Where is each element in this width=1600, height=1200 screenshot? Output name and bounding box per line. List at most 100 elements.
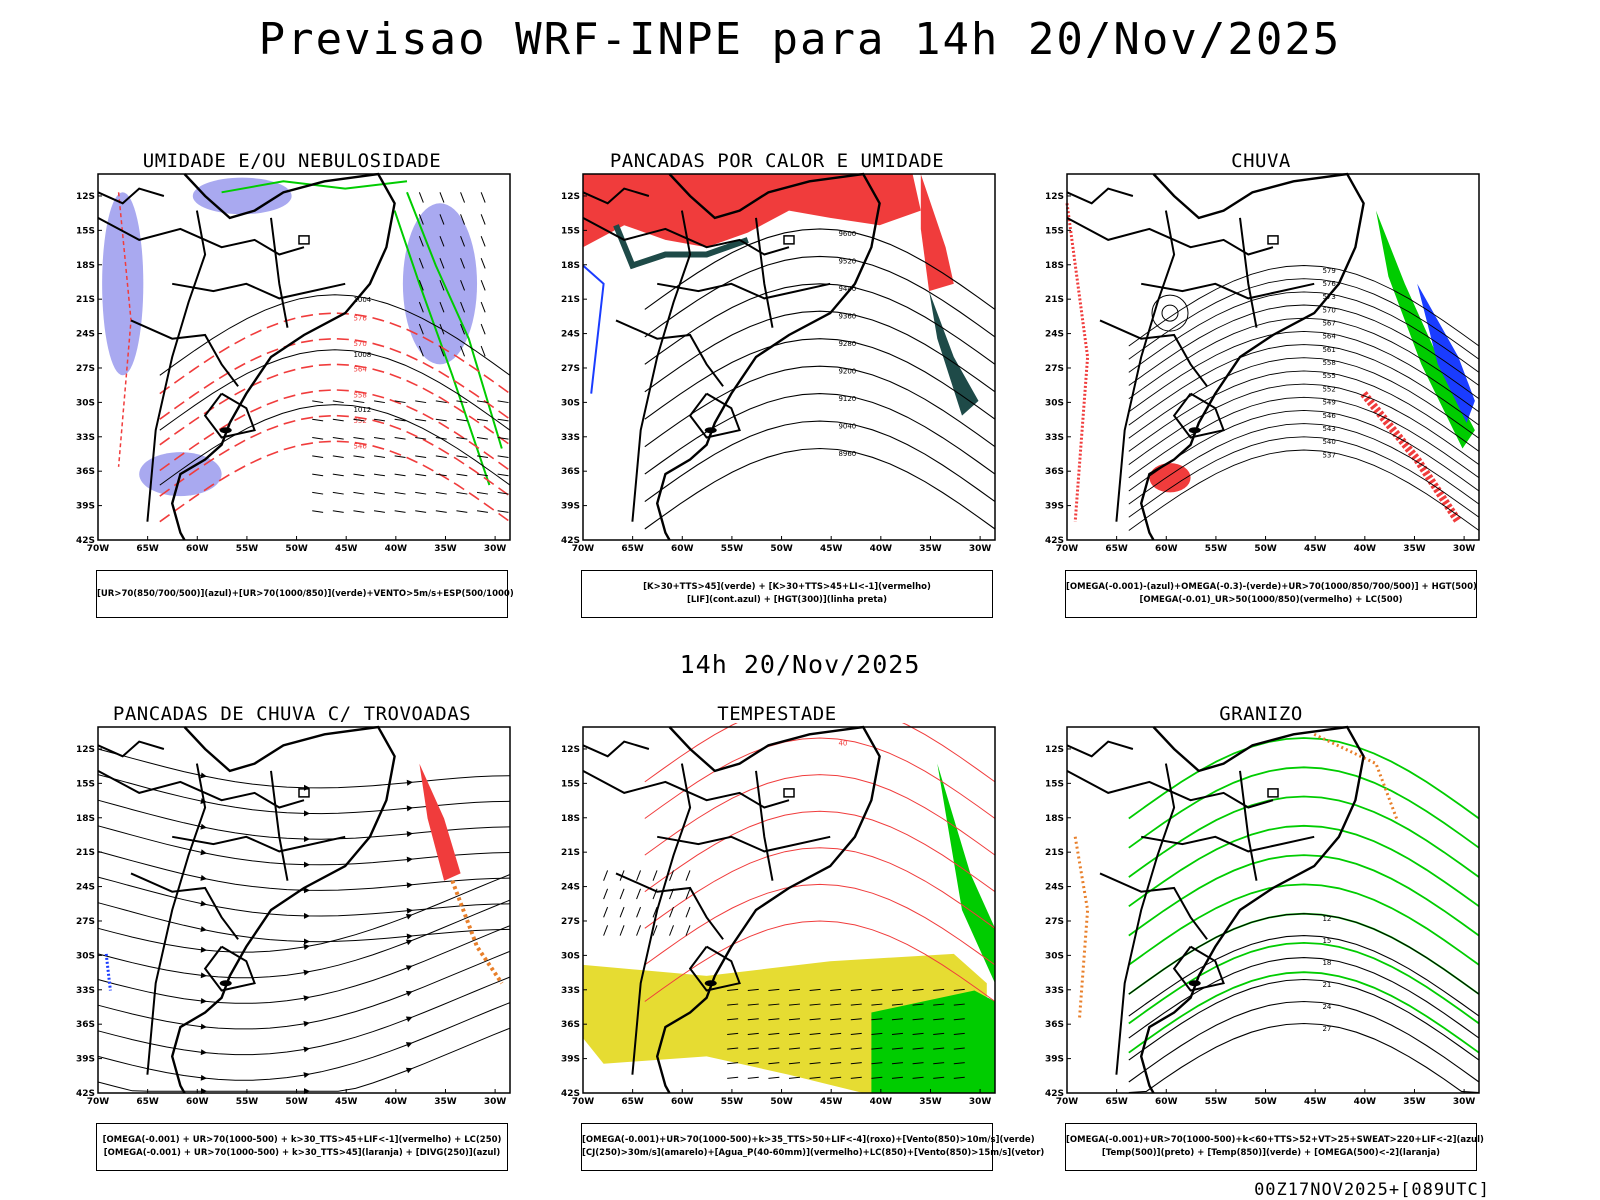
lat-tick-label: 30S bbox=[1045, 398, 1064, 408]
country-border bbox=[688, 945, 741, 992]
thickness-contours: 576 570 564 558 552 546 bbox=[159, 312, 511, 523]
wind-vector bbox=[332, 491, 344, 495]
country-border bbox=[1099, 872, 1208, 940]
country-border bbox=[1172, 945, 1225, 992]
wind-vector bbox=[476, 418, 488, 422]
contour-label: 1008 bbox=[353, 351, 371, 359]
wind-vector bbox=[373, 400, 385, 404]
panel-title: PANCADAS POR CALOR E UMIDADE bbox=[609, 150, 945, 172]
wind-vector bbox=[394, 510, 406, 513]
wind-vector bbox=[418, 345, 424, 357]
streamline bbox=[97, 774, 511, 815]
lon-tick-label: 65W bbox=[621, 544, 644, 554]
wind-vector bbox=[603, 870, 609, 881]
wind-vector bbox=[933, 1062, 945, 1065]
panel-pancadas-calor: PANCADAS POR CALOR E UMIDADE 9600 9520 944… bbox=[537, 150, 1017, 620]
lagoon bbox=[704, 980, 717, 987]
country-border bbox=[97, 187, 165, 205]
streamline-arrow bbox=[405, 939, 413, 946]
wind-vector bbox=[850, 1076, 862, 1079]
contour-label: 9440 bbox=[838, 285, 856, 293]
lat-tick-label: 12S bbox=[1045, 745, 1064, 755]
streamline bbox=[97, 976, 511, 1056]
convection-area bbox=[920, 174, 954, 292]
contour-label: 543 bbox=[1322, 425, 1335, 433]
wind-vector bbox=[727, 1003, 739, 1006]
wind-vector bbox=[669, 925, 674, 936]
legend-line-1: [K>30+TTS>45](verde) + [K>30+TTS>45+LI<-… bbox=[643, 582, 931, 592]
wind-vector bbox=[871, 1032, 883, 1035]
country-border bbox=[755, 217, 774, 328]
wind-vector bbox=[415, 455, 427, 458]
country-border bbox=[1066, 187, 1134, 205]
streamline-arrow bbox=[200, 1049, 207, 1056]
streamline-arrow bbox=[303, 836, 310, 843]
wind-vector bbox=[830, 1062, 842, 1065]
wind-vector bbox=[768, 1018, 780, 1021]
wind-vector bbox=[788, 1032, 800, 1035]
wind850-area bbox=[937, 763, 995, 984]
wind-vector bbox=[353, 455, 365, 458]
lat-tick-label: 12S bbox=[561, 745, 580, 755]
lat-tick-label: 27S bbox=[561, 364, 580, 374]
wind-vector bbox=[497, 510, 509, 513]
wind-vector bbox=[727, 1062, 739, 1065]
lon-tick-label: 70W bbox=[572, 544, 595, 554]
lon-tick-label: 30W bbox=[1453, 544, 1476, 554]
country-border bbox=[97, 217, 305, 256]
wind-vector bbox=[439, 345, 445, 357]
wind-vector bbox=[809, 1003, 821, 1006]
wind-vector bbox=[603, 906, 609, 918]
contour-line bbox=[1128, 396, 1480, 479]
wind-vector bbox=[480, 257, 486, 269]
streamline-arrow bbox=[303, 1046, 310, 1053]
streamline-arrow bbox=[303, 887, 310, 894]
wind-vector bbox=[809, 1032, 821, 1035]
wind-vector bbox=[418, 301, 424, 313]
contour-line bbox=[1128, 795, 1480, 878]
panel-title: PANCADAS DE CHUVA C/ TROVOADAS bbox=[112, 703, 472, 725]
contour-line bbox=[1128, 766, 1480, 849]
contour-line bbox=[644, 847, 996, 929]
streamline-arrow bbox=[406, 779, 413, 786]
country-border bbox=[146, 763, 207, 1075]
lon-tick-label: 50W bbox=[770, 544, 793, 554]
lat-tick-label: 27S bbox=[1045, 917, 1064, 927]
lon-tick-label: 35W bbox=[1403, 1097, 1426, 1107]
lon-tick-label: 55W bbox=[236, 1097, 259, 1107]
lon-tick-label: 70W bbox=[87, 544, 110, 554]
map-chuva: 5795765735705675645615585555525495465435… bbox=[1045, 172, 1480, 554]
lon-tick-label: 55W bbox=[236, 544, 259, 554]
country-border bbox=[582, 217, 790, 256]
wind-vector bbox=[619, 906, 625, 918]
coastline bbox=[170, 725, 396, 1094]
wind-vector bbox=[353, 473, 365, 477]
streamline-arrow bbox=[303, 810, 310, 817]
wind-vector bbox=[373, 418, 385, 422]
country-border bbox=[615, 872, 724, 940]
lat-tick-label: 30S bbox=[1045, 951, 1064, 961]
country-border bbox=[1141, 835, 1315, 853]
contour-label: 9600 bbox=[838, 230, 856, 238]
rain-area bbox=[1149, 463, 1191, 493]
lat-tick-label: 33S bbox=[1045, 986, 1064, 996]
wind-vector bbox=[312, 491, 324, 495]
lon-tick-label: 45W bbox=[1304, 544, 1327, 554]
wind-vector bbox=[415, 473, 427, 477]
wind-vector bbox=[830, 1018, 842, 1021]
wind-vector bbox=[830, 1076, 842, 1079]
wind-vector bbox=[353, 491, 365, 495]
map-base bbox=[1066, 725, 1365, 1094]
streamline-arrow bbox=[405, 990, 413, 997]
wind-vector bbox=[418, 214, 424, 225]
streamline-arrow bbox=[405, 965, 413, 971]
wind-vector bbox=[788, 1076, 800, 1079]
lat-tick-label: 33S bbox=[561, 433, 580, 443]
wind-vector bbox=[497, 491, 509, 495]
country-border bbox=[615, 319, 724, 387]
temp500-contours: 12 15 18 21 24 27 bbox=[1128, 913, 1480, 1094]
wind-vector bbox=[439, 323, 445, 335]
country-border bbox=[130, 872, 239, 940]
streamline-arrow bbox=[405, 1042, 413, 1048]
